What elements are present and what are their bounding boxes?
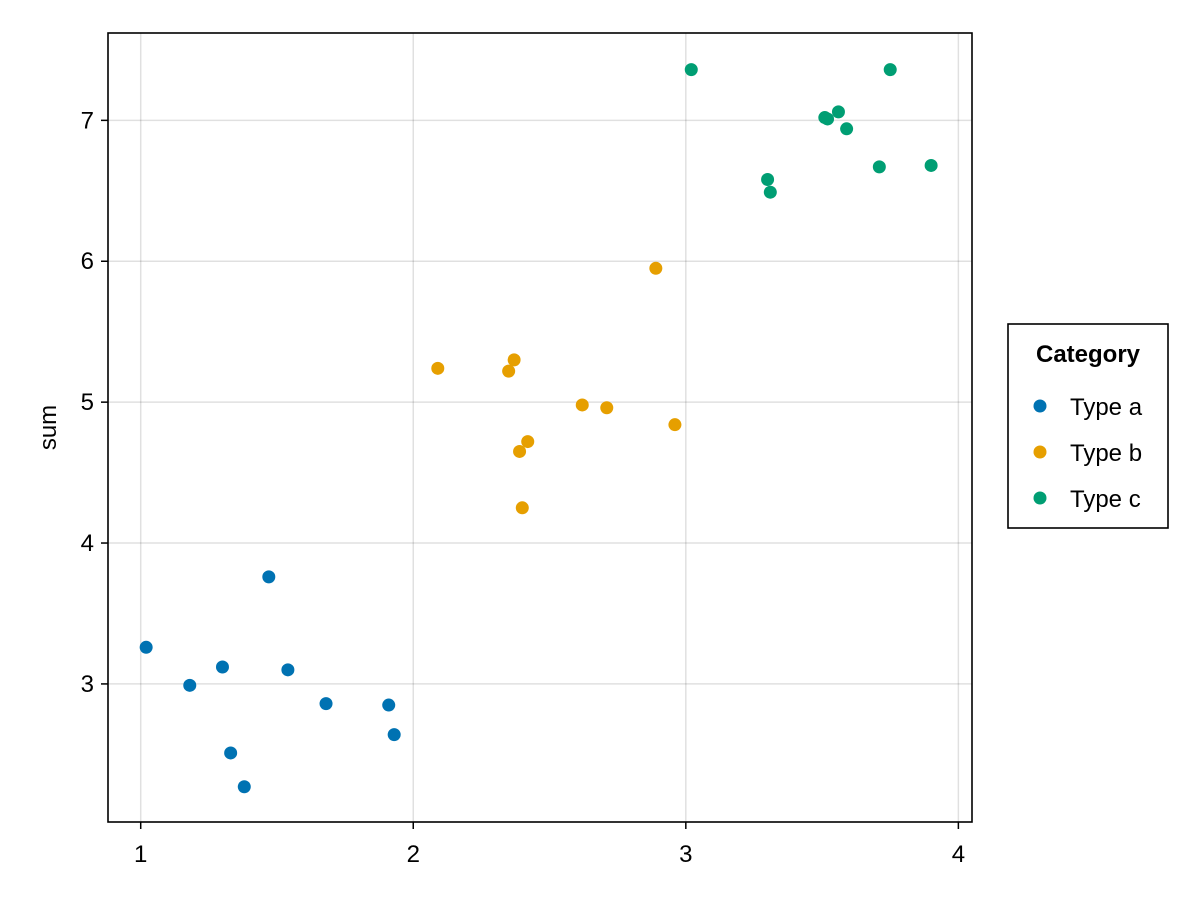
legend-label: Type c <box>1070 486 1141 513</box>
data-point <box>831 105 845 119</box>
y-tick-label: 3 <box>81 671 94 698</box>
x-tick-label: 1 <box>134 841 147 868</box>
data-point <box>281 663 295 677</box>
data-point <box>872 160 886 174</box>
legend-marker <box>1033 399 1047 413</box>
legend-items: Type a Type b Type c <box>1033 394 1143 513</box>
data-point <box>821 112 835 126</box>
x-tick-label: 4 <box>952 841 965 868</box>
x-tick-label: 3 <box>679 841 692 868</box>
legend-title: Category <box>1036 341 1141 368</box>
data-point <box>237 780 251 794</box>
grid <box>108 33 972 822</box>
data-point <box>761 173 775 187</box>
data-point <box>183 678 197 692</box>
data-point <box>139 640 153 654</box>
data-point <box>431 361 445 375</box>
data-point <box>215 660 229 674</box>
data-point <box>319 697 333 711</box>
data-point <box>224 746 238 760</box>
data-point <box>521 435 535 449</box>
data-point <box>600 401 614 415</box>
data-point <box>575 398 589 412</box>
y-tick-label: 4 <box>81 530 94 557</box>
data-point <box>515 501 529 515</box>
plot-frame <box>107 32 973 823</box>
legend-label: Type a <box>1070 394 1143 421</box>
data-points <box>139 63 938 794</box>
y-tick-label: 7 <box>81 107 94 134</box>
legend: Category Type a Type b Type c <box>1007 323 1169 529</box>
data-point <box>513 444 527 458</box>
y-axis-label: sum <box>35 405 62 450</box>
legend-marker <box>1033 445 1047 459</box>
legend-marker <box>1033 491 1047 505</box>
data-point <box>668 418 682 432</box>
data-point <box>387 728 401 742</box>
axis-ticks: 1 2 3 4 3 4 5 6 7 <box>81 107 965 868</box>
y-tick-label: 5 <box>81 389 94 416</box>
legend-box <box>1007 323 1169 529</box>
data-point <box>883 63 897 77</box>
data-point <box>924 158 938 172</box>
data-point <box>684 63 698 77</box>
data-point <box>763 185 777 199</box>
data-point <box>262 570 276 584</box>
y-tick-label: 6 <box>81 248 94 275</box>
data-point <box>649 261 663 275</box>
data-point <box>502 364 516 378</box>
data-point <box>382 698 396 712</box>
data-point <box>840 122 854 136</box>
x-tick-label: 2 <box>407 841 420 868</box>
data-point <box>507 353 521 367</box>
legend-label: Type b <box>1070 440 1142 467</box>
